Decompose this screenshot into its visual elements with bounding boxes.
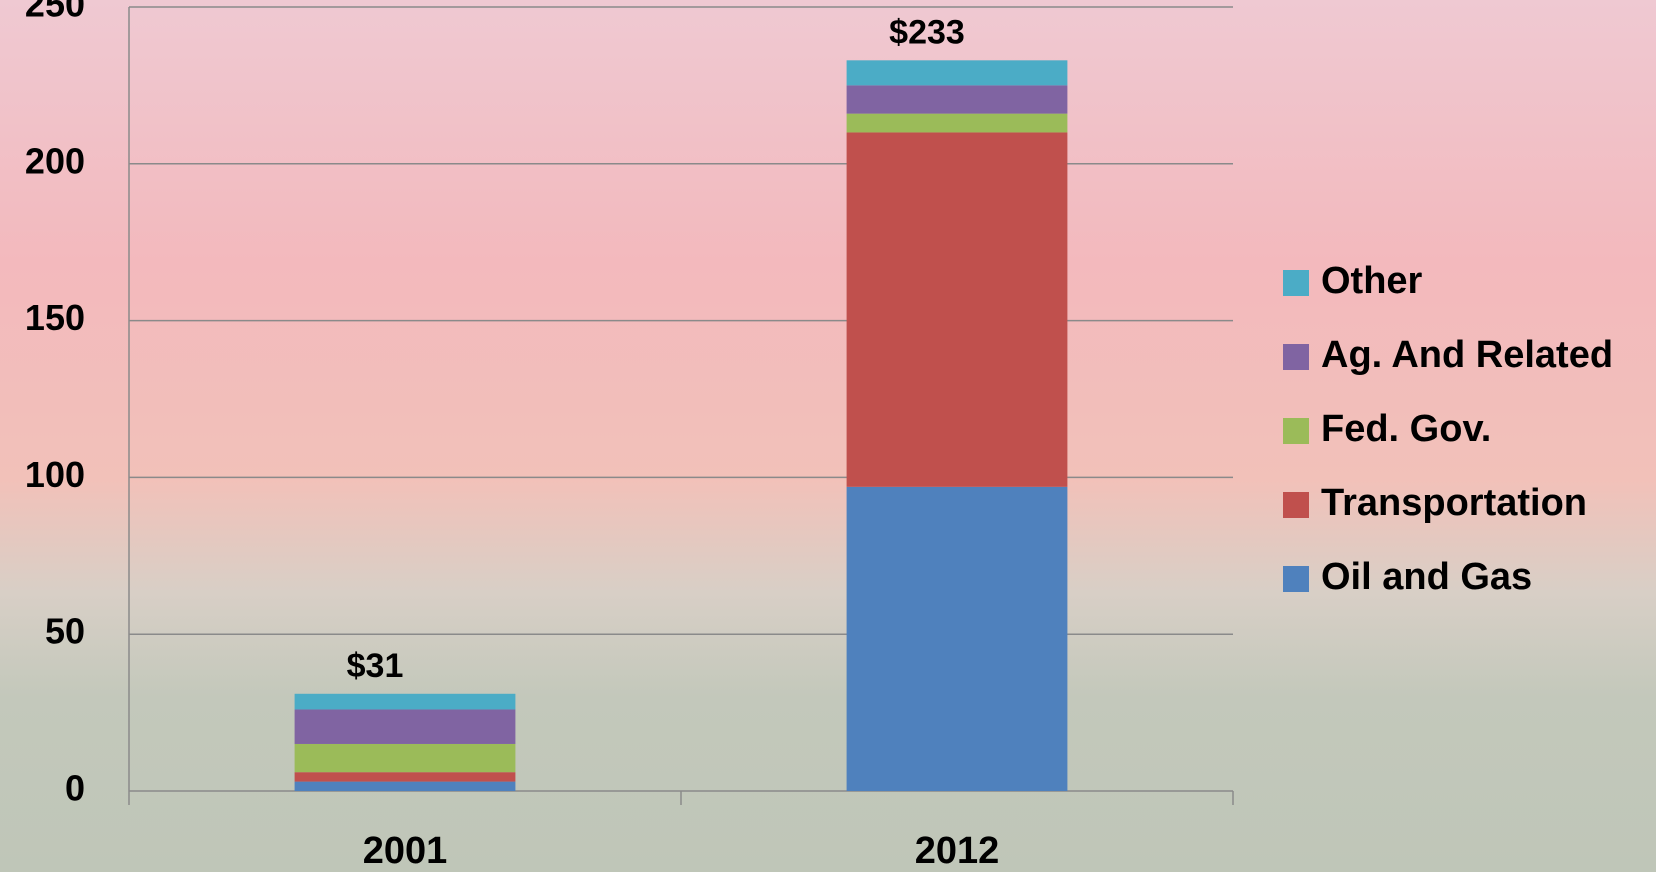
legend-label: Transportation [1321, 482, 1587, 524]
bar-segment [294, 709, 516, 744]
legend-swatch [1283, 566, 1309, 592]
legend-label: Other [1321, 260, 1423, 302]
bar-segment [846, 85, 1068, 114]
bar-segment [846, 132, 1068, 487]
bar-segment [846, 60, 1068, 86]
y-tick-label: 100 [25, 454, 85, 495]
y-tick-label: 50 [45, 611, 85, 652]
legend-swatch [1283, 418, 1309, 444]
legend-label: Ag. And Related [1321, 334, 1613, 376]
legend-label: Fed. Gov. [1321, 408, 1491, 450]
y-tick-label: 150 [25, 297, 85, 338]
total-label: $31 [347, 647, 404, 685]
legend-swatch [1283, 344, 1309, 370]
bar-segment [294, 743, 516, 773]
legend-swatch [1283, 492, 1309, 518]
bar-segment [846, 113, 1068, 133]
y-tick-label: 250 [25, 0, 85, 25]
bar-segment [294, 772, 516, 782]
bar-segment [294, 781, 516, 791]
y-tick-label: 0 [65, 768, 85, 809]
total-label: $233 [889, 13, 965, 51]
x-tick-label: 2001 [363, 830, 448, 872]
bar-segment [294, 693, 516, 710]
y-tick-label: 200 [25, 140, 85, 181]
x-tick-label: 2012 [915, 830, 1000, 872]
legend-swatch [1283, 270, 1309, 296]
bar-segment [846, 486, 1068, 791]
legend-label: Oil and Gas [1321, 556, 1532, 598]
